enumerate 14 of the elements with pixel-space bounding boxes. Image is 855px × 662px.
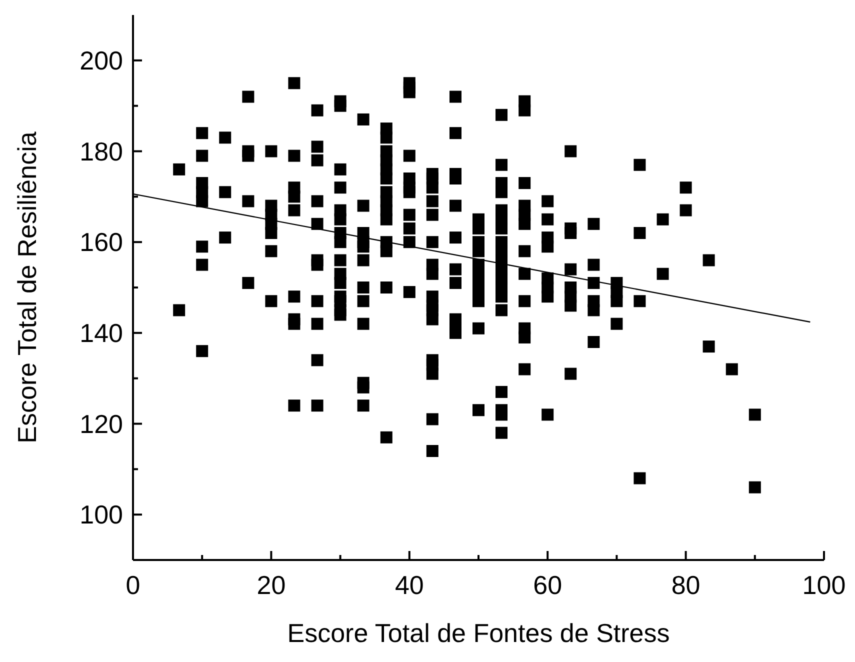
x-tick-label: 40 [394,570,424,600]
x-tick-label: 60 [533,570,562,600]
y-tick-label: 180 [80,136,123,166]
y-axis-title: Escore Total de Resiliência [12,131,42,444]
y-tick-label: 140 [80,318,123,348]
x-tick-label: 0 [126,570,140,600]
y-tick-label: 160 [80,227,123,258]
y-tick-label: 200 [80,45,123,76]
x-tick-label: 80 [671,570,700,600]
y-tick-label: 100 [80,500,123,530]
x-axis-title: Escore Total de Fontes de Stress [287,618,670,648]
y-tick-label: 120 [80,408,123,439]
x-tick-label: 100 [802,570,846,600]
x-tick-label: 20 [256,570,286,600]
